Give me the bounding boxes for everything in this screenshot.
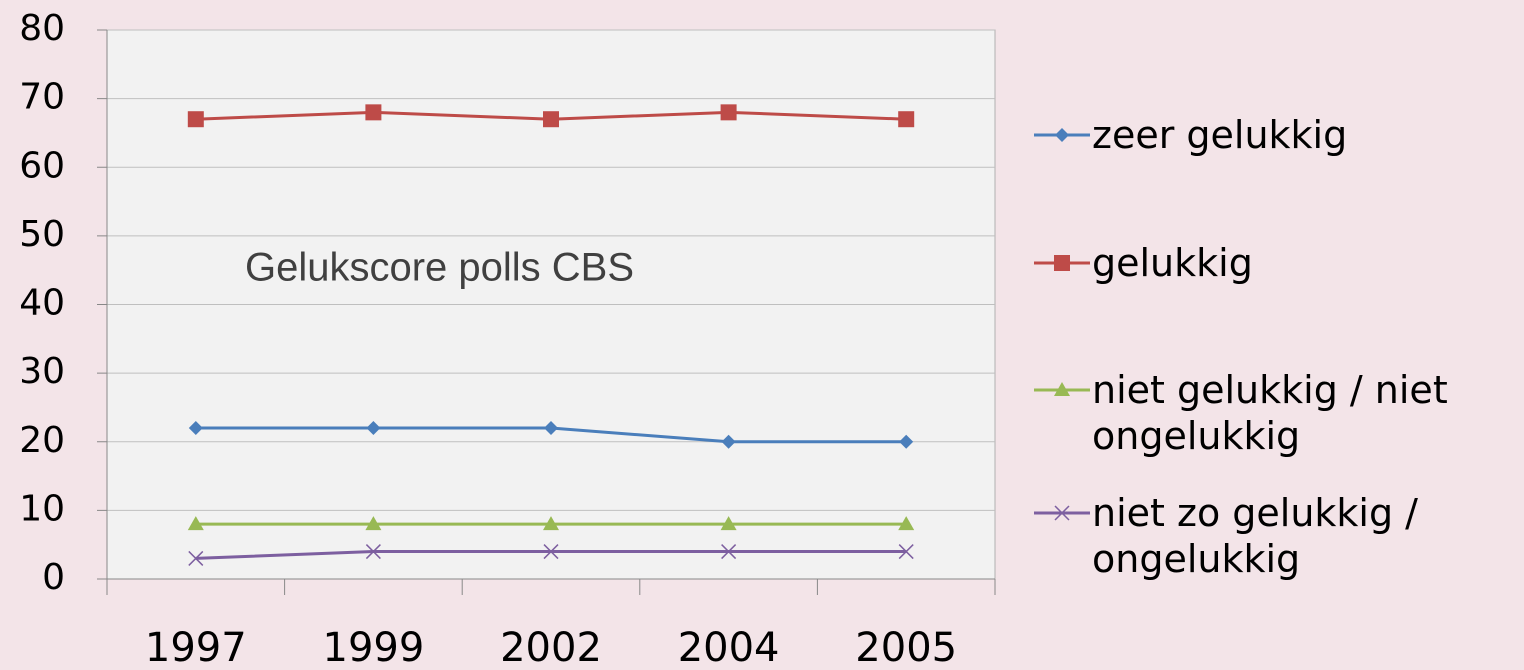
y-tick-label: 20 bbox=[19, 420, 65, 461]
marker bbox=[365, 516, 382, 531]
marker bbox=[1054, 255, 1070, 271]
marker bbox=[721, 544, 737, 560]
legend-label: gelukkig bbox=[1092, 241, 1253, 285]
marker bbox=[1054, 505, 1070, 521]
marker bbox=[543, 544, 559, 560]
x-tick-label: 1999 bbox=[323, 625, 425, 670]
legend-label: niet zo gelukkig / ongelukkig bbox=[1092, 491, 1418, 581]
marker bbox=[544, 421, 558, 436]
marker bbox=[899, 434, 914, 449]
x-tick-label: 1997 bbox=[145, 625, 247, 670]
y-tick-label: 60 bbox=[19, 145, 65, 186]
marker bbox=[188, 421, 203, 436]
marker bbox=[365, 104, 382, 121]
marker bbox=[366, 421, 381, 436]
marker bbox=[898, 516, 915, 531]
x-tick-label: 2004 bbox=[678, 625, 780, 670]
marker bbox=[898, 111, 915, 128]
marker bbox=[187, 111, 204, 128]
marker bbox=[188, 550, 204, 566]
legend-label: niet gelukkig / niet ongelukkig bbox=[1092, 368, 1448, 458]
marker bbox=[543, 516, 559, 531]
marker bbox=[1055, 128, 1069, 142]
legend-swatch bbox=[1034, 255, 1090, 271]
legend-item: niet zo gelukkig / ongelukkig bbox=[1030, 490, 1520, 582]
y-tick-label: 80 bbox=[19, 8, 65, 49]
marker bbox=[721, 434, 736, 449]
legend-item: gelukkig bbox=[1030, 240, 1520, 286]
y-tick-label: 50 bbox=[19, 214, 65, 255]
marker bbox=[365, 544, 381, 560]
y-tick-label: 70 bbox=[19, 77, 65, 118]
x-tick-label: 2002 bbox=[500, 625, 602, 670]
legend-swatch bbox=[1034, 128, 1090, 142]
legend-item: niet gelukkig / niet ongelukkig bbox=[1030, 367, 1520, 459]
y-tick-label: 10 bbox=[19, 488, 65, 529]
legend-swatch bbox=[1034, 382, 1090, 396]
marker bbox=[187, 516, 204, 531]
marker bbox=[1054, 382, 1070, 396]
marker bbox=[720, 516, 737, 531]
legend-swatch bbox=[1034, 505, 1090, 521]
marker bbox=[720, 104, 737, 121]
legend-item: zeer gelukkig bbox=[1030, 112, 1520, 158]
annotation: Gelukscore polls CBS bbox=[245, 246, 634, 290]
marker bbox=[898, 544, 914, 560]
y-tick-label: 30 bbox=[19, 351, 65, 392]
x-tick-label: 2005 bbox=[855, 625, 957, 670]
legend-label: zeer gelukkig bbox=[1092, 113, 1348, 157]
y-tick-label: 40 bbox=[19, 283, 65, 324]
y-tick-label: 0 bbox=[42, 557, 65, 598]
marker bbox=[543, 111, 559, 128]
